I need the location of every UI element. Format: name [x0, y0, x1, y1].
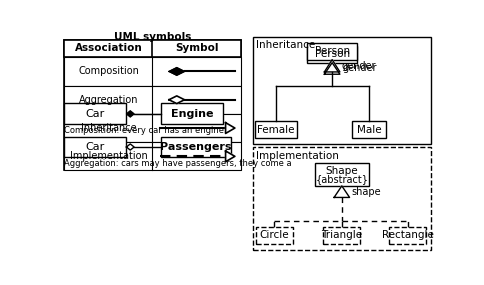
Text: Implementation: Implementation: [256, 151, 339, 161]
Text: shape: shape: [351, 187, 381, 197]
Polygon shape: [334, 186, 349, 198]
Polygon shape: [169, 68, 184, 75]
Bar: [64, 114, 241, 142]
Text: Aggregation: Aggregation: [79, 95, 138, 105]
Bar: [253, 36, 431, 144]
Text: Symbol: Symbol: [175, 43, 219, 54]
Text: Inheritance: Inheritance: [81, 123, 136, 133]
Bar: [256, 227, 293, 244]
Text: Car: Car: [86, 142, 105, 152]
Text: Aggregation: cars may have passengers, they come a: Aggregation: cars may have passengers, t…: [64, 159, 292, 168]
Polygon shape: [324, 63, 340, 74]
Bar: [64, 137, 126, 157]
Text: UML symbols: UML symbols: [114, 32, 191, 42]
Bar: [64, 40, 241, 170]
Bar: [64, 86, 241, 114]
Text: Triangle: Triangle: [321, 230, 363, 240]
Text: Male: Male: [357, 125, 381, 135]
Bar: [64, 57, 241, 86]
Polygon shape: [226, 123, 235, 133]
Text: Female: Female: [257, 125, 295, 135]
Bar: [255, 121, 297, 138]
Text: Composition: Composition: [78, 66, 139, 76]
Polygon shape: [226, 151, 235, 162]
Text: {abstract}: {abstract}: [315, 174, 368, 184]
Text: gender: gender: [342, 64, 377, 74]
Text: Shape: Shape: [326, 166, 358, 176]
Text: Composition: every car has an engine.: Composition: every car has an engine.: [64, 126, 227, 135]
Polygon shape: [126, 144, 134, 150]
Bar: [253, 147, 431, 250]
Text: Engine: Engine: [171, 109, 213, 119]
Polygon shape: [169, 96, 184, 103]
Bar: [323, 227, 361, 244]
Bar: [307, 46, 357, 63]
Bar: [389, 227, 426, 244]
Text: Person: Person: [315, 49, 350, 59]
Polygon shape: [324, 60, 340, 72]
Bar: [64, 142, 241, 170]
Text: Circle: Circle: [259, 230, 289, 240]
Bar: [351, 121, 386, 138]
Text: gender: gender: [341, 61, 376, 71]
Text: Car: Car: [86, 109, 105, 119]
Text: Rectangle: Rectangle: [382, 230, 434, 240]
Text: Association: Association: [75, 43, 142, 54]
Text: Implementation: Implementation: [70, 151, 148, 161]
Text: Inheritance: Inheritance: [256, 40, 315, 50]
Polygon shape: [126, 111, 134, 117]
Bar: [161, 137, 231, 157]
Text: Person: Person: [315, 46, 350, 56]
Bar: [64, 40, 241, 57]
Text: Passengers: Passengers: [160, 142, 232, 152]
Bar: [307, 43, 357, 60]
Bar: [315, 163, 369, 186]
Bar: [161, 103, 223, 124]
Bar: [64, 103, 126, 124]
